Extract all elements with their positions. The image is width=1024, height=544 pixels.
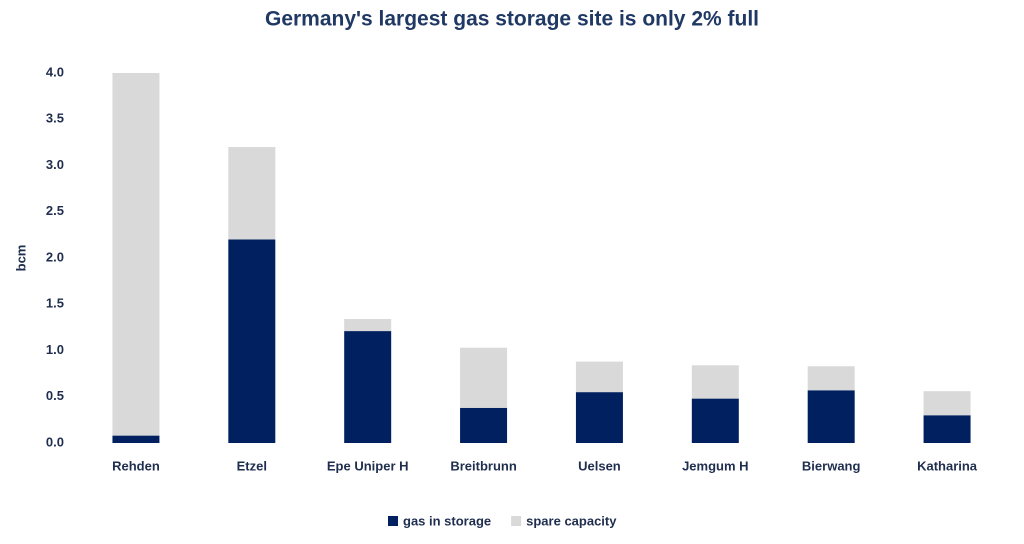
legend-swatch	[511, 516, 522, 526]
y-axis-label: bcm	[13, 245, 28, 272]
bar-segment	[923, 415, 971, 443]
bar-segment	[923, 391, 971, 416]
bar-segment	[807, 366, 855, 391]
bar-segment	[112, 73, 160, 436]
bar-segment	[228, 239, 276, 443]
y-tick-label: 1.5	[46, 296, 64, 311]
bar-segment	[344, 319, 392, 332]
x-tick-label: Bierwang	[802, 458, 861, 473]
y-tick-label: 1.0	[46, 342, 64, 357]
bar-segment	[460, 347, 508, 408]
y-tick-label: 0.0	[46, 434, 64, 449]
y-tick-label: 4.0	[46, 64, 64, 79]
bar-segment	[691, 365, 739, 399]
bar-segment	[460, 407, 508, 443]
y-tick-label: 2.5	[46, 203, 64, 218]
bar-segment	[691, 398, 739, 443]
x-tick-label: Epe Uniper H	[327, 458, 409, 473]
x-tick-label: Jemgum H	[682, 458, 748, 473]
chart-title: Germany's largest gas storage site is on…	[265, 8, 759, 31]
y-tick-label: 2.0	[46, 249, 64, 264]
x-tick-label: Breitbrunn	[450, 458, 517, 473]
x-tick-label: Rehden	[112, 458, 160, 473]
y-tick-label: 3.5	[46, 111, 64, 126]
bar-segment	[807, 390, 855, 443]
bar-segment	[228, 147, 276, 240]
bar-segment	[112, 435, 160, 443]
bar-segment	[575, 361, 623, 393]
x-tick-label: Etzel	[237, 458, 267, 473]
legend-label: spare capacity	[526, 513, 617, 528]
x-tick-label: Uelsen	[578, 458, 621, 473]
y-tick-label: 0.5	[46, 388, 64, 403]
legend-label: gas in storage	[403, 513, 491, 528]
bar-segment	[575, 392, 623, 443]
y-tick-label: 3.0	[46, 157, 64, 172]
legend-swatch	[388, 516, 398, 526]
x-tick-label: Katharina	[917, 458, 978, 473]
bar-segment	[344, 331, 392, 443]
